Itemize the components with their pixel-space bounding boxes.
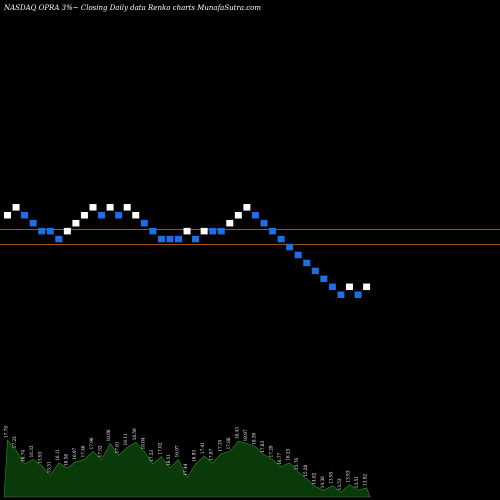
up-brick [80, 212, 88, 219]
down-brick [192, 235, 200, 243]
volume-label: 17.61 [115, 441, 120, 453]
volume-label: 18.04 [140, 437, 145, 449]
volume-label: 17.23 [12, 436, 17, 448]
volume-label: 17.41 [200, 442, 205, 454]
volume-label: 16.97 [72, 447, 77, 459]
volume-label: 13.53 [337, 478, 342, 490]
volume-area-path [3, 439, 371, 498]
header-chart-kind: Renko [147, 4, 170, 12]
renko-bricks [4, 204, 371, 298]
down-brick [29, 219, 37, 227]
up-brick [106, 204, 114, 211]
volume-label: 13.92 [363, 474, 368, 486]
volume-label: 15.51 [46, 461, 51, 473]
volume-label: 15.76 [294, 458, 299, 470]
volume-label: 15.28 [303, 464, 308, 476]
volume-label: 16.25 [286, 448, 291, 460]
up-brick [226, 219, 234, 227]
up-brick [234, 212, 242, 219]
down-brick [337, 291, 345, 298]
volume-label: 13.95 [328, 471, 333, 483]
header-ticker: NASDAQ OPRA [3, 4, 59, 12]
volume-label: 14.38 [320, 476, 325, 488]
volume-label: 16.33 [29, 445, 34, 457]
down-brick [217, 227, 225, 235]
volume-label: 17.29 [269, 445, 274, 457]
volume-label: 16.51 [166, 454, 171, 466]
up-brick [363, 283, 371, 291]
header-site: charts MunafaSutra.com [173, 4, 262, 12]
volume-label: 17.83 [260, 440, 265, 452]
down-brick [175, 235, 182, 243]
down-brick [38, 227, 46, 235]
volume-label: 18.11 [123, 433, 128, 445]
down-brick [354, 291, 362, 298]
volume-label: 16.97 [175, 445, 180, 457]
down-brick [157, 235, 165, 243]
down-brick [46, 227, 54, 235]
down-brick [311, 267, 319, 275]
down-brick [303, 259, 311, 267]
down-brick [98, 212, 106, 219]
up-brick [12, 204, 20, 211]
volume-label: 18.43 [234, 427, 239, 439]
volume-label: 15.93 [38, 451, 43, 463]
header-description: Closing Daily data [81, 4, 146, 12]
up-brick [243, 204, 251, 211]
up-brick [132, 212, 140, 219]
down-brick [251, 212, 259, 219]
down-brick [209, 227, 217, 235]
volume-label: 16.77 [277, 452, 282, 464]
down-brick [320, 275, 328, 283]
volume-label: 17.48 [81, 445, 86, 457]
volume-label: 17.96 [89, 437, 94, 449]
down-brick [277, 235, 285, 243]
down-brick [115, 212, 123, 219]
up-brick [200, 227, 208, 235]
up-brick [89, 204, 97, 211]
volume-label: 17.78 [4, 426, 9, 438]
up-brick [123, 204, 131, 211]
up-brick [183, 227, 191, 235]
chart-header: NASDAQ OPRA 3%~ Closing Daily data Renko… [3, 4, 261, 12]
volume-label: 17.53 [149, 450, 154, 462]
volume-label: 18.59 [132, 428, 137, 440]
down-brick [149, 227, 157, 235]
volume-label: 17.87 [209, 448, 214, 460]
volume-label: 18.06 [106, 429, 111, 441]
volume-label: 16.93 [192, 450, 197, 462]
volume-label: 17.44 [183, 463, 188, 475]
volume-area [3, 439, 371, 498]
down-brick [294, 251, 302, 259]
up-brick [63, 227, 71, 235]
volume-label: 13.93 [346, 470, 351, 482]
down-brick [21, 212, 29, 219]
down-brick [328, 283, 336, 291]
volume-label: 16.74 [21, 450, 26, 462]
down-brick [286, 243, 294, 251]
volume-label: 18.39 [252, 432, 257, 444]
volume-label: 14.82 [311, 472, 316, 484]
down-brick [260, 219, 268, 227]
volume-label: 18.97 [243, 429, 248, 441]
down-brick [140, 219, 148, 227]
up-brick [72, 219, 80, 227]
volume-label: 13.51 [354, 476, 359, 488]
volume-label: 17.52 [98, 445, 103, 457]
down-brick [55, 235, 63, 243]
volume-label: 17.02 [157, 442, 162, 454]
up-brick [346, 283, 353, 291]
up-brick [4, 212, 11, 219]
header-brick-size: 3% [62, 4, 73, 12]
volume-label: 16.11 [55, 448, 60, 460]
down-brick [269, 227, 277, 235]
volume-label: 16.58 [63, 454, 68, 466]
down-brick [166, 235, 174, 243]
volume-label: 17.35 [217, 439, 222, 451]
volume-label: 17.88 [226, 437, 231, 449]
reference-lines [0, 229, 500, 245]
